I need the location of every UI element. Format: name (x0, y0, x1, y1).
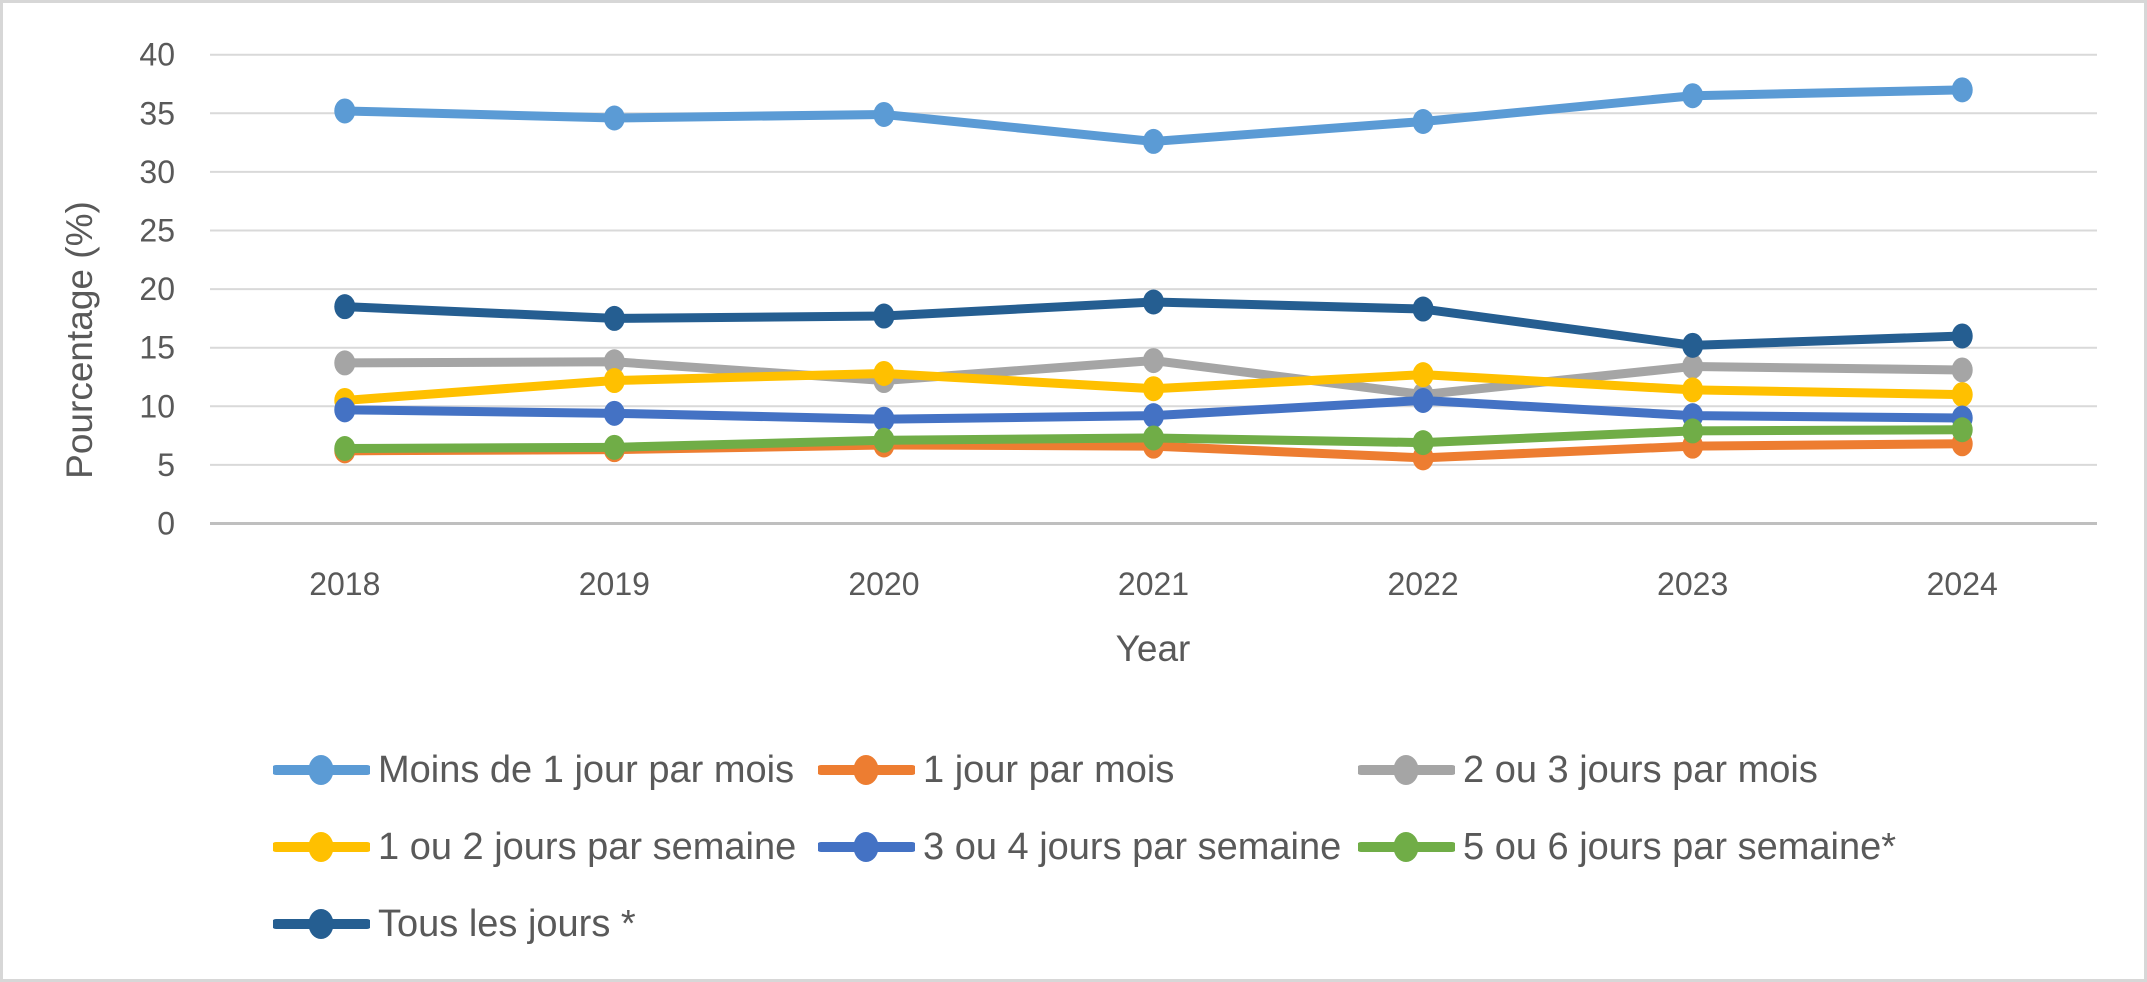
legend-line-marker-icon (273, 755, 370, 785)
data-point (1682, 332, 1704, 358)
legend-label: 3 ou 4 jours par semaine (923, 826, 1342, 868)
legend-label: 2 ou 3 jours par mois (1463, 749, 1818, 791)
data-point (1951, 77, 1973, 103)
data-point (1951, 417, 1973, 443)
data-point (603, 434, 625, 460)
data-point (1682, 418, 1704, 444)
data-point (1143, 403, 1164, 429)
data-point (1412, 387, 1434, 413)
legend-label: 1 jour par mois (923, 749, 1175, 791)
legend-item: Moins de 1 jour par mois (273, 750, 794, 790)
y-tick-label: 5 (157, 447, 175, 483)
x-tick-label: 2022 (1387, 566, 1458, 602)
data-point (334, 98, 356, 124)
data-point (603, 105, 625, 131)
legend-line-marker-icon (273, 832, 370, 862)
legend-item: 1 ou 2 jours par semaine (273, 827, 796, 867)
y-tick-label: 0 (157, 506, 175, 542)
y-axis-title: Pourcentage (%) (59, 201, 100, 479)
data-point (1412, 362, 1434, 388)
data-point (334, 435, 356, 461)
legend-label: 5 ou 6 jours par semaine* (1463, 826, 1897, 868)
x-axis-title: Year (1115, 628, 1191, 669)
legend-line-marker-icon (1358, 755, 1455, 785)
data-point (1143, 289, 1164, 315)
y-tick-label: 40 (139, 37, 175, 73)
data-point (873, 427, 895, 453)
data-point (1951, 323, 1973, 349)
x-tick-label: 2019 (579, 566, 650, 602)
data-point (334, 397, 356, 423)
y-tick-label: 35 (139, 95, 175, 131)
data-point (1951, 382, 1973, 408)
legend-item: 3 ou 4 jours par semaine (818, 827, 1341, 867)
legend-item: Tous les jours * (273, 904, 636, 944)
data-point (1682, 377, 1704, 403)
legend-line-marker-icon (818, 755, 915, 785)
data-point (603, 368, 625, 394)
legend-label: 1 ou 2 jours par semaine (378, 826, 797, 868)
data-point (1143, 425, 1164, 451)
x-tick-label: 2024 (1927, 566, 1998, 602)
legend-item: 5 ou 6 jours par semaine* (1358, 827, 1896, 867)
y-tick-label: 15 (139, 330, 175, 366)
data-point (334, 294, 356, 320)
data-point (1682, 83, 1704, 109)
y-tick-label: 30 (139, 154, 175, 190)
data-point (1143, 128, 1164, 154)
y-tick-label: 10 (139, 388, 175, 424)
x-tick-label: 2020 (848, 566, 919, 602)
data-point (1951, 357, 1973, 383)
data-point (1143, 376, 1164, 402)
data-point (1412, 430, 1434, 456)
legend-label: Tous les jours * (378, 903, 636, 945)
data-point (603, 305, 625, 331)
data-point (1682, 353, 1704, 379)
legend-item: 1 jour par mois (818, 750, 1174, 790)
data-point (334, 350, 356, 376)
data-point (1412, 109, 1434, 135)
y-tick-label: 20 (139, 271, 175, 307)
data-point (603, 349, 625, 375)
legend-line-marker-icon (818, 832, 915, 862)
data-point (1412, 296, 1434, 322)
x-tick-label: 2018 (309, 566, 380, 602)
data-point (873, 101, 895, 127)
data-point (873, 406, 895, 432)
legend-label: Moins de 1 jour par mois (378, 749, 795, 791)
x-tick-label: 2023 (1657, 566, 1728, 602)
legend-line-marker-icon (1358, 832, 1455, 862)
data-point (873, 360, 895, 386)
data-point (603, 400, 625, 426)
line-chart: 0 5 10 15 20 25 30 35 40 2018 2019 2020 2021 2022 2023… (139, 37, 2097, 602)
data-point (1143, 348, 1164, 374)
data-point (873, 303, 895, 329)
legend-line-marker-icon (273, 909, 370, 939)
y-tick-label: 25 (139, 213, 175, 249)
legend-item: 2 ou 3 jours par mois (1358, 750, 1818, 790)
x-tick-label: 2021 (1118, 566, 1189, 602)
